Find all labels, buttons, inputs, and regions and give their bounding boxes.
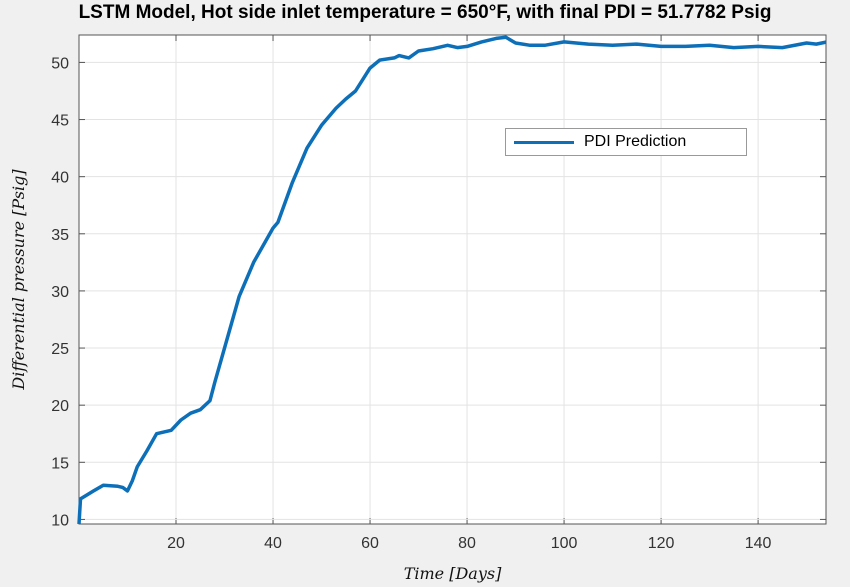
x-tick-label: 80 (458, 535, 476, 552)
y-tick-label: 40 (51, 170, 69, 187)
y-tick-label: 10 (51, 512, 69, 529)
legend-label: PDI Prediction (584, 133, 687, 150)
x-tick-label: 40 (264, 535, 282, 552)
x-tick-label: 60 (361, 535, 379, 552)
axes-box (78, 34, 827, 525)
x-axis-label: Time [Days] (404, 564, 502, 583)
y-tick-label: 20 (51, 398, 69, 415)
plot-area (79, 35, 826, 524)
series-line-pdi-prediction (77, 35, 827, 525)
y-tick-label: 30 (51, 284, 69, 301)
x-tick-label: 20 (167, 535, 185, 552)
y-axis-label: Differential pressure [Psig] (9, 169, 28, 391)
legend: PDI Prediction (505, 128, 747, 156)
y-tick-label: 45 (51, 113, 69, 130)
y-tick-label: 50 (51, 55, 69, 72)
y-tick-label: 25 (51, 341, 69, 358)
x-tick-label: 120 (648, 535, 675, 552)
x-tick-label: 140 (745, 535, 772, 552)
legend-line-swatch (514, 141, 574, 144)
x-tick-label: 100 (551, 535, 578, 552)
chart-title: LSTM Model, Hot side inlet temperature =… (78, 2, 772, 23)
y-tick-label: 35 (51, 227, 69, 244)
y-tick-label: 15 (51, 455, 69, 472)
